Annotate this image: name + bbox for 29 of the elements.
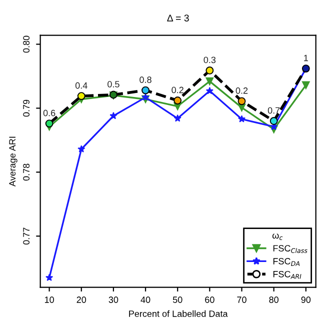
annotation: 0.6 <box>43 110 56 116</box>
x-tick-label: 90 <box>301 296 311 303</box>
legend-label: FSC$_{DA}$ <box>273 258 300 266</box>
annotation: 0.2 <box>172 86 184 94</box>
annotation: 0.3 <box>204 56 216 64</box>
y-tick-label: 0.78 <box>23 164 30 181</box>
y-tick-label: 0.77 <box>23 228 30 245</box>
x-tick-label: 50 <box>172 296 182 303</box>
x-tick-label: 80 <box>269 296 278 303</box>
x-axis-title: Percent of Labelled Data <box>129 310 228 317</box>
x-tick-label: 10 <box>44 296 54 303</box>
chart-title: Δ = 3 <box>167 14 189 22</box>
annotation: 0.7 <box>268 107 280 114</box>
annotation: 0.2 <box>236 87 248 94</box>
y-tick-label: 0.80 <box>23 36 30 53</box>
y-axis-title: Average ARI <box>9 136 18 187</box>
x-tick-label: 70 <box>237 296 246 303</box>
y-tick-label: 0.79 <box>23 100 30 117</box>
annotation: 0.4 <box>75 82 88 89</box>
x-tick-label: 40 <box>140 296 150 303</box>
x-tick-label: 60 <box>205 296 214 303</box>
annotation: 0.5 <box>108 81 120 88</box>
legend-label: FSC$_{ARI}$ <box>273 270 302 279</box>
annotation: 0.8 <box>140 76 152 83</box>
legend-title: ω$_{c}$ <box>272 234 283 240</box>
annotation: 1 <box>304 54 308 62</box>
legend-label: FSC$_{Class}$ <box>273 245 308 253</box>
x-tick-label: 20 <box>76 296 86 303</box>
x-tick-label: 30 <box>108 296 118 303</box>
